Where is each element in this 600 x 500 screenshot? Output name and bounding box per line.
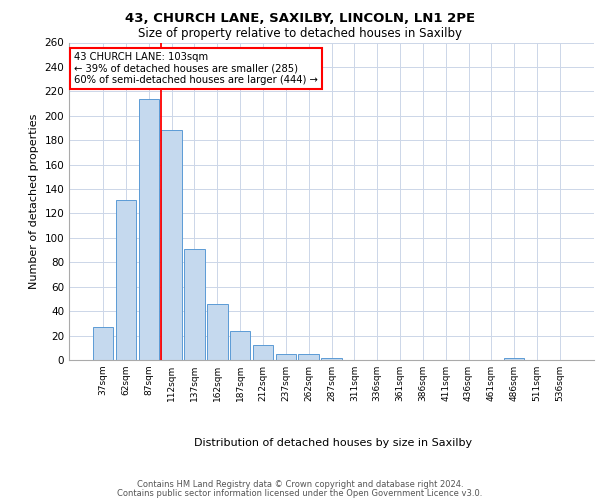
Text: 43, CHURCH LANE, SAXILBY, LINCOLN, LN1 2PE: 43, CHURCH LANE, SAXILBY, LINCOLN, LN1 2…: [125, 12, 475, 26]
Bar: [321, 358, 342, 360]
Text: Contains public sector information licensed under the Open Government Licence v3: Contains public sector information licen…: [118, 488, 482, 498]
Text: Contains HM Land Registry data © Crown copyright and database right 2024.: Contains HM Land Registry data © Crown c…: [137, 480, 463, 489]
Y-axis label: Number of detached properties: Number of detached properties: [29, 114, 39, 289]
Bar: [161, 130, 182, 360]
Bar: [298, 354, 319, 360]
Bar: [207, 304, 227, 360]
Bar: [116, 200, 136, 360]
Bar: [93, 327, 113, 360]
Bar: [253, 346, 273, 360]
Bar: [139, 98, 159, 360]
Text: Size of property relative to detached houses in Saxilby: Size of property relative to detached ho…: [138, 28, 462, 40]
Bar: [504, 358, 524, 360]
Text: Distribution of detached houses by size in Saxilby: Distribution of detached houses by size …: [194, 438, 472, 448]
Bar: [275, 354, 296, 360]
Bar: [230, 330, 250, 360]
Text: 43 CHURCH LANE: 103sqm
← 39% of detached houses are smaller (285)
60% of semi-de: 43 CHURCH LANE: 103sqm ← 39% of detached…: [74, 52, 318, 85]
Bar: [184, 249, 205, 360]
